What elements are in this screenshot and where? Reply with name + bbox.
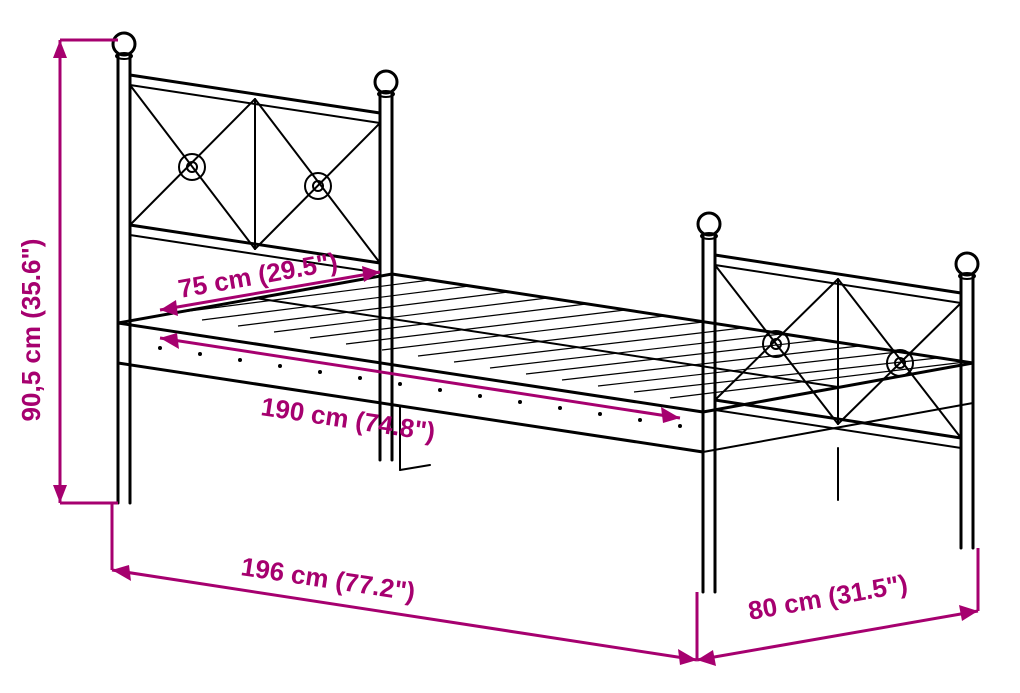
slats <box>166 280 965 398</box>
bed-base <box>118 274 973 500</box>
dim-outer-width-label: 80 cm (31.5") <box>746 568 910 626</box>
dim-inner-length-label: 190 cm (74.8") <box>259 391 437 447</box>
dimensions: 90,5 cm (35.6") 75 cm (29.5") 190 cm (74… <box>16 40 978 666</box>
dim-height-label: 90,5 cm (35.6") <box>16 239 46 422</box>
dim-outer-length: 196 cm (77.2") <box>112 503 697 665</box>
bed-dimension-diagram: 90,5 cm (35.6") 75 cm (29.5") 190 cm (74… <box>0 0 1020 693</box>
dim-height: 90,5 cm (35.6") <box>16 40 118 503</box>
dim-outer-width: 80 cm (31.5") <box>697 548 978 666</box>
dim-outer-length-label: 196 cm (77.2") <box>239 551 417 607</box>
footboard <box>698 213 978 592</box>
